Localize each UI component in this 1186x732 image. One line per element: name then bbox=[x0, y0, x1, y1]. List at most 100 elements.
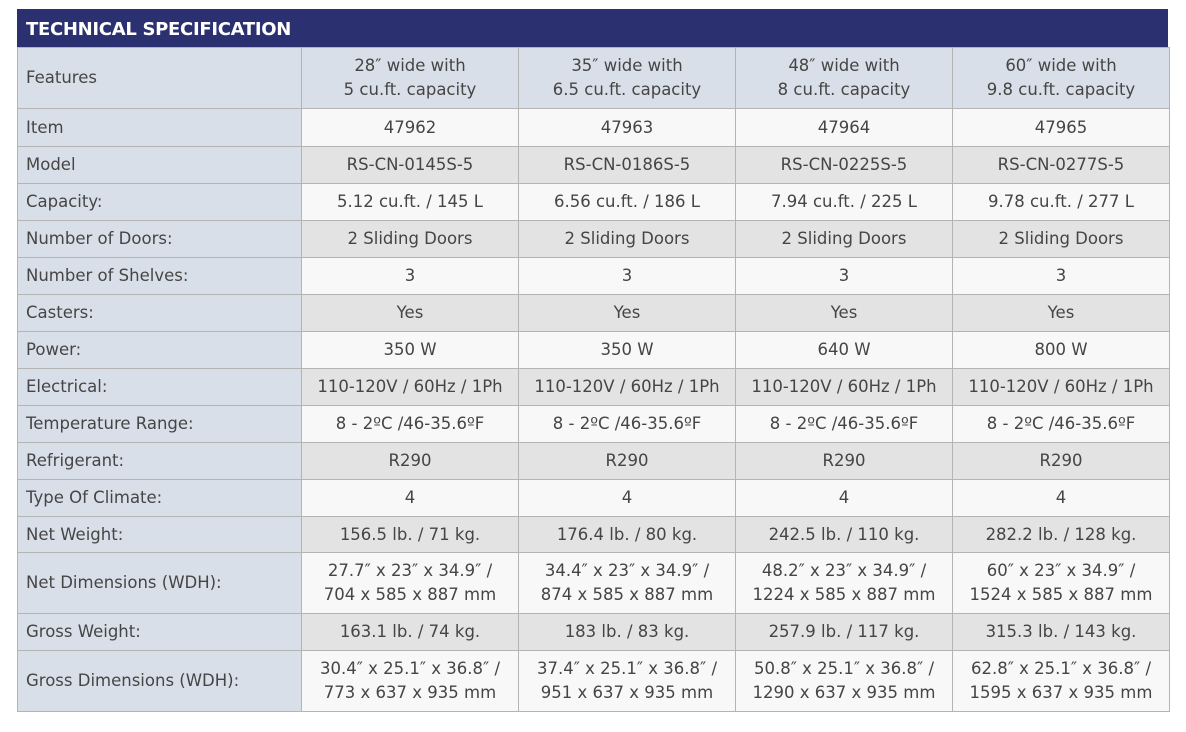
cell-line: 4 bbox=[1055, 488, 1067, 507]
cell-line: 50.8″ x 25.1″ x 36.8″ / bbox=[753, 659, 935, 678]
table-row: Electrical: 110-120V / 60Hz / 1Ph 110-120V… bbox=[17, 368, 1170, 406]
cell-line: 3 bbox=[838, 266, 850, 285]
table-cell: R290 bbox=[301, 442, 519, 480]
cell-line: 4 bbox=[838, 488, 850, 507]
column-header: 60″ wide with 9.8 cu.ft. capacity bbox=[952, 47, 1170, 109]
row-label: Features bbox=[17, 47, 302, 109]
row-label: Gross Weight: bbox=[17, 613, 302, 651]
cell-line: 8 - 2ºC /46-35.6ºF bbox=[986, 414, 1136, 433]
cell-line: 640 W bbox=[817, 340, 871, 359]
column-header-line: 5 cu.ft. capacity bbox=[343, 80, 477, 99]
cell-line: 3 bbox=[1055, 266, 1067, 285]
table-cell: 3 bbox=[301, 257, 519, 295]
table-cell: RS-CN-0145S-5 bbox=[301, 146, 519, 184]
cell-line: 3 bbox=[621, 266, 633, 285]
table-cell: 50.8″ x 25.1″ x 36.8″ / 1290 x 637 x 935 … bbox=[735, 650, 953, 712]
cell-line: 47965 bbox=[1034, 117, 1088, 137]
cell-line: 1290 x 637 x 935 mm bbox=[752, 683, 936, 702]
cell-line: 8 - 2ºC /46-35.6ºF bbox=[552, 414, 702, 433]
spec-table-container: TECHNICAL SPECIFICATION Features 28″ wide… bbox=[17, 9, 1170, 712]
table-cell: 350 W bbox=[518, 331, 736, 369]
column-header-line: 8 cu.ft. capacity bbox=[777, 80, 911, 99]
table-cell: Yes bbox=[518, 294, 736, 332]
column-header-line: 35″ wide with bbox=[571, 56, 683, 75]
table-cell: 3 bbox=[518, 257, 736, 295]
cell-line: 257.9 lb. / 117 kg. bbox=[768, 622, 920, 641]
cell-line: R290 bbox=[605, 451, 649, 470]
cell-line: 47962 bbox=[383, 117, 437, 137]
column-header: 48″ wide with 8 cu.ft. capacity bbox=[735, 47, 953, 109]
column-header-line: 60″ wide with bbox=[1005, 56, 1117, 75]
table-cell: 282.2 lb. / 128 kg. bbox=[952, 516, 1170, 553]
table-row: Net Dimensions (WDH): 27.7″ x 23″ x 34.9″… bbox=[17, 552, 1170, 614]
cell-line: 242.5 lb. / 110 kg. bbox=[768, 524, 920, 544]
table-cell: 47965 bbox=[952, 108, 1170, 147]
cell-line: 176.4 lb. / 80 kg. bbox=[556, 524, 698, 544]
table-cell: 242.5 lb. / 110 kg. bbox=[735, 516, 953, 553]
cell-line: 1595 x 637 x 935 mm bbox=[969, 683, 1153, 702]
cell-line: 110-120V / 60Hz / 1Ph bbox=[751, 377, 937, 396]
cell-line: 183 lb. / 83 kg. bbox=[564, 622, 690, 641]
table-cell: RS-CN-0186S-5 bbox=[518, 146, 736, 184]
column-header: 28″ wide with 5 cu.ft. capacity bbox=[301, 47, 519, 109]
table-cell: 110-120V / 60Hz / 1Ph bbox=[301, 368, 519, 406]
cell-line: 27.7″ x 23″ x 34.9″ / bbox=[327, 561, 493, 580]
cell-line: 2 Sliding Doors bbox=[564, 229, 690, 248]
spec-table: Features 28″ wide with 5 cu.ft. capacity 35… bbox=[17, 47, 1170, 712]
table-cell: 27.7″ x 23″ x 34.9″ / 704 x 585 x 887 mm bbox=[301, 552, 519, 614]
table-row: Number of Shelves: 3 3 3 3 bbox=[17, 257, 1170, 295]
table-cell: R290 bbox=[518, 442, 736, 480]
cell-line: 1224 x 585 x 887 mm bbox=[752, 585, 936, 604]
cell-line: 60″ x 23″ x 34.9″ / bbox=[986, 561, 1136, 580]
cell-line: RS-CN-0277S-5 bbox=[997, 155, 1125, 174]
row-label: Number of Doors: bbox=[17, 220, 302, 258]
table-row: Casters: Yes Yes Yes Yes bbox=[17, 294, 1170, 332]
cell-line: 704 x 585 x 887 mm bbox=[323, 585, 497, 604]
table-cell: 8 - 2ºC /46-35.6ºF bbox=[952, 405, 1170, 443]
table-row: Power: 350 W 350 W 640 W 800 W bbox=[17, 331, 1170, 369]
table-cell: Yes bbox=[952, 294, 1170, 332]
table-cell: 4 bbox=[301, 479, 519, 517]
cell-line: 7.94 cu.ft. / 225 L bbox=[771, 192, 917, 211]
cell-line: RS-CN-0145S-5 bbox=[346, 155, 474, 174]
table-cell: 350 W bbox=[301, 331, 519, 369]
cell-line: 8 - 2ºC /46-35.6ºF bbox=[335, 414, 485, 433]
table-cell: 110-120V / 60Hz / 1Ph bbox=[518, 368, 736, 406]
table-cell: R290 bbox=[735, 442, 953, 480]
table-cell: RS-CN-0225S-5 bbox=[735, 146, 953, 184]
table-cell: 4 bbox=[518, 479, 736, 517]
cell-line: 2 Sliding Doors bbox=[998, 229, 1124, 248]
column-header-line: 6.5 cu.ft. capacity bbox=[552, 80, 702, 99]
table-row: Temperature Range: 8 - 2ºC /46-35.6ºF 8 - … bbox=[17, 405, 1170, 443]
cell-line: 3 bbox=[404, 266, 416, 285]
table-cell: 110-120V / 60Hz / 1Ph bbox=[952, 368, 1170, 406]
table-row: Number of Doors: 2 Sliding Doors 2 Sliding… bbox=[17, 220, 1170, 258]
cell-line: RS-CN-0186S-5 bbox=[563, 155, 691, 174]
table-cell: 4 bbox=[735, 479, 953, 517]
table-cell: Yes bbox=[301, 294, 519, 332]
cell-line: R290 bbox=[388, 451, 432, 470]
row-label: Net Weight: bbox=[17, 516, 302, 553]
row-label: Casters: bbox=[17, 294, 302, 332]
table-cell: 2 Sliding Doors bbox=[518, 220, 736, 258]
table-cell: 47962 bbox=[301, 108, 519, 147]
table-cell: 3 bbox=[735, 257, 953, 295]
cell-line: 350 W bbox=[600, 340, 654, 359]
cell-line: 47963 bbox=[600, 117, 654, 137]
row-label: Item bbox=[17, 108, 302, 147]
table-cell: 3 bbox=[952, 257, 1170, 295]
table-cell: RS-CN-0277S-5 bbox=[952, 146, 1170, 184]
table-row: Item 47962 47963 47964 47965 bbox=[17, 108, 1170, 147]
table-cell: 30.4″ x 25.1″ x 36.8″ / 773 x 637 x 935 m… bbox=[301, 650, 519, 712]
table-row: Net Weight: 156.5 lb. / 71 kg. 176.4 lb. /… bbox=[17, 516, 1170, 553]
cell-line: 350 W bbox=[383, 340, 437, 359]
cell-line: 110-120V / 60Hz / 1Ph bbox=[317, 377, 503, 396]
features-row: Features 28″ wide with 5 cu.ft. capacity 35… bbox=[17, 47, 1170, 109]
row-label: Number of Shelves: bbox=[17, 257, 302, 295]
cell-line: 2 Sliding Doors bbox=[347, 229, 473, 248]
table-cell: 37.4″ x 25.1″ x 36.8″ / 951 x 637 x 935 m… bbox=[518, 650, 736, 712]
table-cell: 2 Sliding Doors bbox=[301, 220, 519, 258]
table-cell: 8 - 2ºC /46-35.6ºF bbox=[735, 405, 953, 443]
table-cell: 5.12 cu.ft. / 145 L bbox=[301, 183, 519, 221]
table-cell: 800 W bbox=[952, 331, 1170, 369]
